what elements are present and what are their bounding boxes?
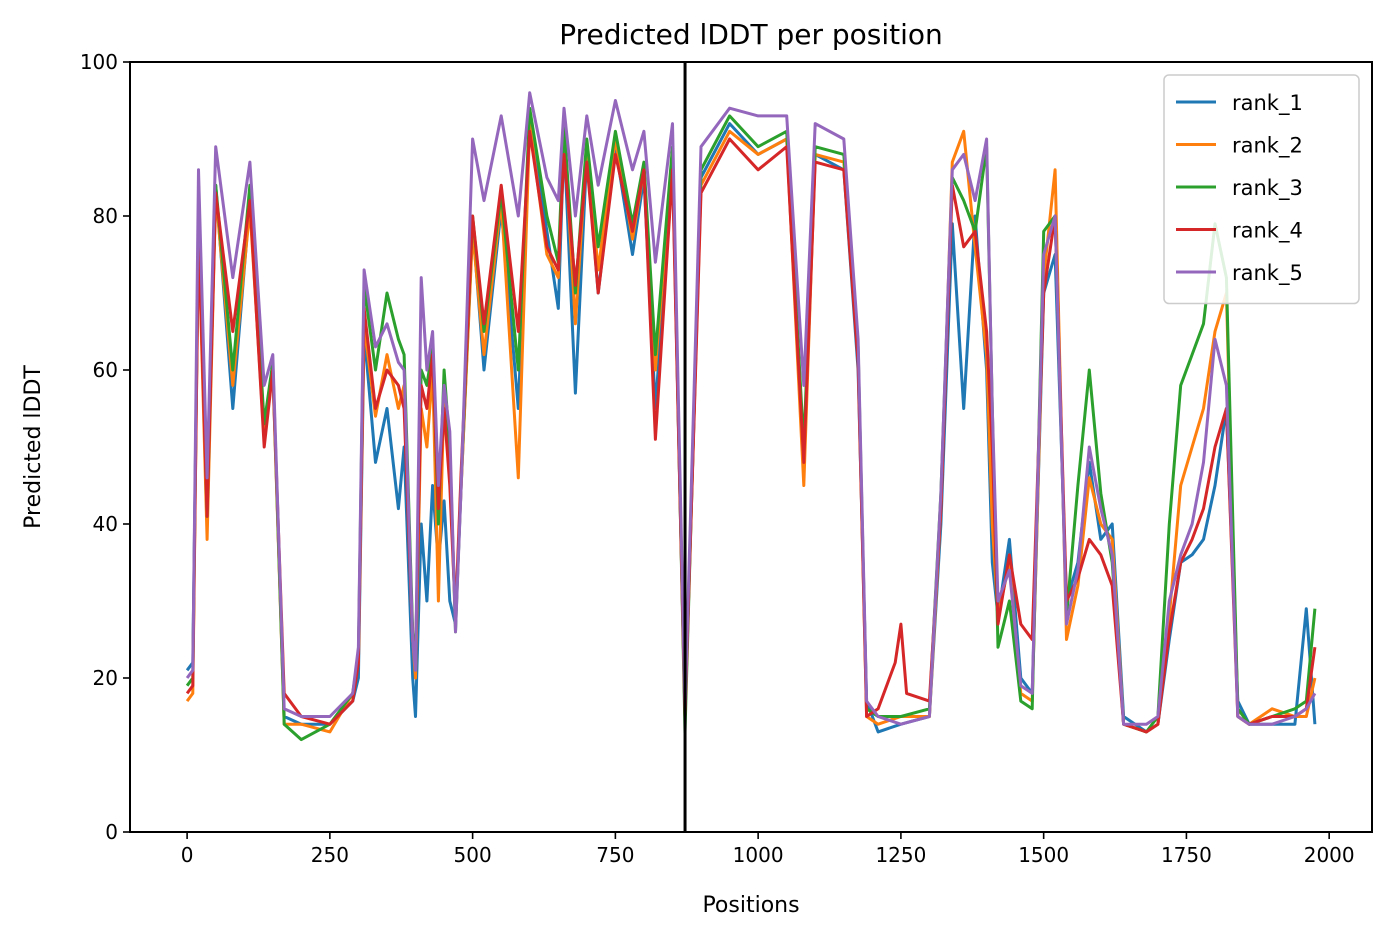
x-tick-label: 750 [596,843,634,867]
series-line-rank-3 [185,106,1317,742]
x-tick-label: 1000 [733,843,784,867]
y-tick-label: 100 [80,50,118,74]
x-tick-label: 250 [311,843,349,867]
x-tick-label: 1250 [875,843,926,867]
x-axis-ticks: 0 250 500 750 1000 1250 1500 1750 2000 [181,832,1355,867]
x-tick-label: 2000 [1304,843,1355,867]
x-axis-label: Positions [702,893,799,918]
y-axis-label: Predicted lDDT [21,365,46,529]
x-tick-label: 1750 [1161,843,1212,867]
legend-label: rank_2 [1232,134,1303,159]
legend-label: rank_1 [1232,91,1303,116]
series-line-rank-5 [185,91,1317,726]
legend-label: rank_3 [1232,176,1303,201]
legend-box [1163,74,1360,305]
y-tick-label: 20 [93,666,118,690]
plot-area [185,91,1317,742]
y-tick-label: 40 [93,512,118,536]
x-tick-label: 1500 [1018,843,1069,867]
y-tick-label: 80 [93,204,118,228]
chart-title: Predicted lDDT per position [559,18,943,51]
y-tick-label: 60 [93,358,118,382]
x-tick-label: 500 [454,843,492,867]
legend-label: rank_4 [1232,219,1303,244]
plot-frame [129,61,1373,833]
legend-label: rank_5 [1232,261,1303,286]
y-tick-label: 0 [105,820,118,844]
legend: rank_1 rank_2 rank_3 rank_4 rank_5 [1163,74,1360,305]
series-line-rank-2 [185,122,1317,734]
y-axis-ticks: 0 20 40 60 80 100 [80,50,130,844]
series-line-rank-1 [185,114,1317,734]
series-line-rank-4 [185,129,1317,734]
x-tick-label: 0 [181,843,194,867]
